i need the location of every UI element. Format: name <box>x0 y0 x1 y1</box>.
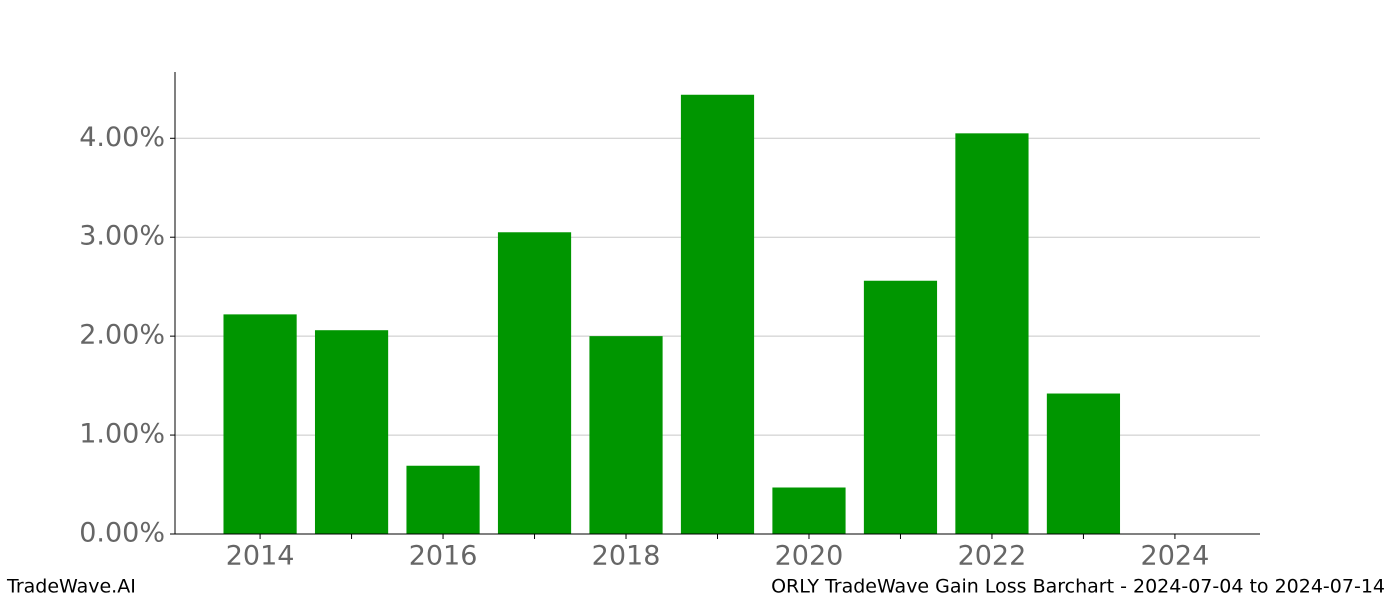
x-tick-label: 2018 <box>592 541 661 572</box>
y-tick-label: 3.00% <box>79 221 165 252</box>
bar <box>955 133 1029 534</box>
footer-left: TradeWave.AI <box>6 576 136 598</box>
footer-right: ORLY TradeWave Gain Loss Barchart - 2024… <box>771 576 1385 598</box>
bar <box>406 465 480 534</box>
bar <box>772 487 846 534</box>
bar <box>589 336 663 534</box>
bar <box>863 280 938 534</box>
x-tick-label: 2024 <box>1141 541 1210 572</box>
y-tick-label: 1.00% <box>79 419 165 450</box>
x-tick-label: 2020 <box>775 541 844 572</box>
bar <box>497 232 572 535</box>
x-tick-label: 2016 <box>409 541 478 572</box>
y-tick-label: 0.00% <box>79 518 165 549</box>
bar <box>1046 393 1121 534</box>
y-tick-label: 2.00% <box>79 320 165 351</box>
y-tick-label: 4.00% <box>79 122 165 153</box>
bar <box>223 314 297 534</box>
x-tick-label: 2022 <box>958 541 1027 572</box>
x-tick-label: 2014 <box>226 541 295 572</box>
bar <box>314 330 389 534</box>
bar <box>680 94 755 534</box>
